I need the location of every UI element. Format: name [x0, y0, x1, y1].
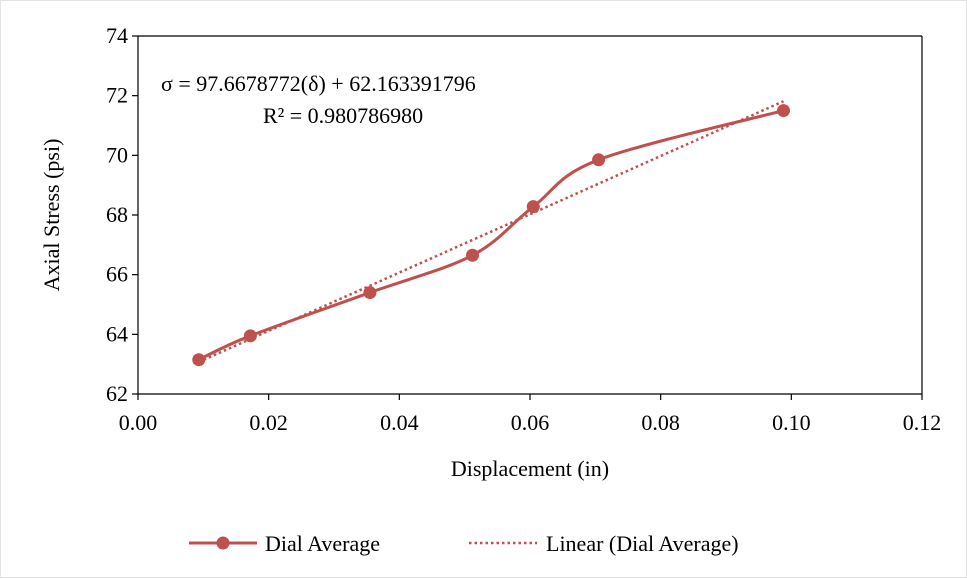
- x-tick-label: 0.00: [119, 410, 158, 435]
- legend-dot-dial-average: [216, 536, 230, 550]
- y-tick-label: 62: [106, 381, 128, 406]
- legend-label-dial-average: Dial Average: [265, 531, 380, 556]
- data-point-dial-average: [776, 104, 790, 118]
- x-ticks: 0.00 0.02 0.04 0.06 0.08 0.10 0.12: [119, 394, 942, 435]
- y-ticks: 62 64 66 68 70 72 74: [106, 23, 138, 406]
- x-tick-label: 0.08: [641, 410, 680, 435]
- r-squared-label: R² = 0.980786980: [263, 103, 423, 128]
- legend: Dial Average Linear (Dial Average): [189, 531, 739, 556]
- x-tick-label: 0.02: [249, 410, 288, 435]
- data-point-dial-average: [363, 286, 377, 300]
- x-tick-label: 0.04: [380, 410, 419, 435]
- y-tick-label: 66: [106, 262, 128, 287]
- data-point-dial-average: [243, 329, 257, 343]
- x-tick-label: 0.06: [511, 410, 550, 435]
- y-tick-label: 68: [106, 202, 128, 227]
- legend-label-linear: Linear (Dial Average): [546, 531, 739, 556]
- y-tick-label: 64: [106, 321, 128, 346]
- x-tick-label: 0.12: [903, 410, 942, 435]
- data-point-dial-average: [526, 200, 540, 214]
- y-tick-label: 74: [106, 23, 128, 48]
- data-point-dial-average: [192, 353, 206, 367]
- x-axis-title: Displacement (in): [451, 456, 609, 481]
- data-point-dial-average: [466, 248, 480, 262]
- y-axis-title: Axial Stress (psi): [39, 139, 64, 292]
- data-point-dial-average: [592, 153, 606, 167]
- x-tick-label: 0.10: [772, 410, 811, 435]
- series-layer: [192, 100, 790, 367]
- y-tick-label: 70: [106, 142, 128, 167]
- series-line-dial-average: [198, 109, 784, 362]
- y-tick-label: 72: [106, 83, 128, 108]
- trendline-equation: σ = 97.6678772(δ) + 62.163391796: [161, 71, 476, 96]
